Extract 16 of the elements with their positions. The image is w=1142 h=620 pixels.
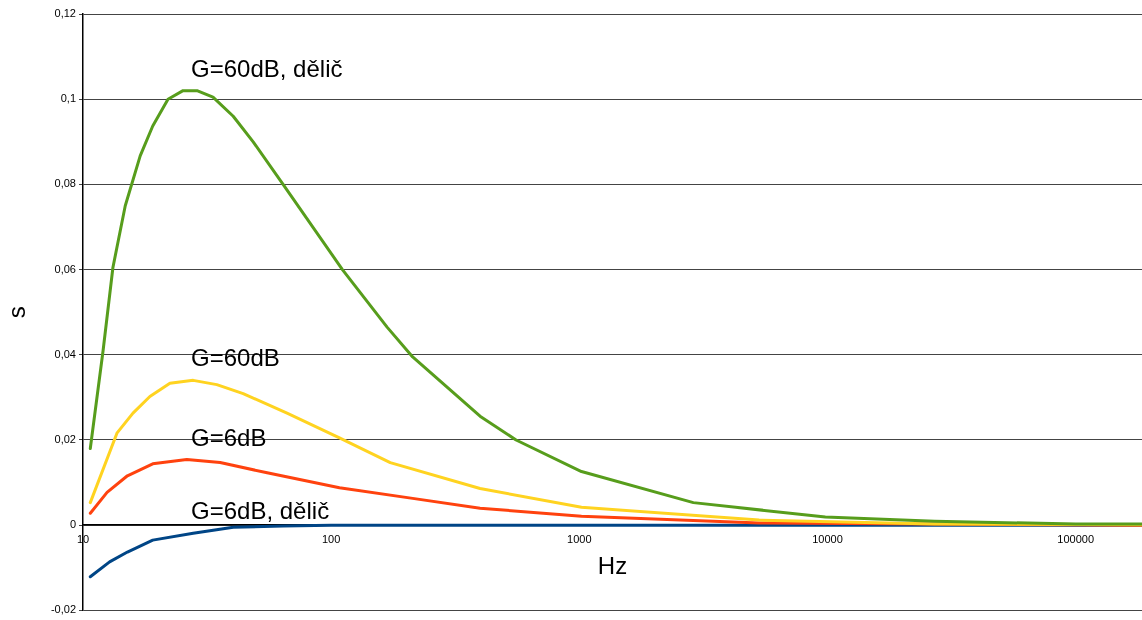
x-tick-label: 100000 <box>1057 532 1095 545</box>
y-tick-label: 0,1 <box>60 92 76 105</box>
y-tick-label: 0,12 <box>54 7 76 20</box>
series-label: G=6dB, dělič <box>191 497 330 525</box>
y-tick-label: 0,02 <box>54 433 76 446</box>
y-tick-label: 0,06 <box>54 262 76 275</box>
x-tick-label: 1000 <box>567 532 592 545</box>
x-tick-label: 100 <box>321 532 341 545</box>
series-label: G=60dB, dělič <box>191 54 343 82</box>
y-tick-label: 0,04 <box>54 347 76 360</box>
y-tick-label: 0 <box>69 518 76 531</box>
x-tick-label: 10000 <box>812 532 843 545</box>
y-axis-title: s <box>3 306 31 319</box>
y-tick-label: 0,08 <box>54 177 76 190</box>
y-tick-label: -0,02 <box>50 603 76 616</box>
x-axis-title: Hz <box>597 552 628 580</box>
